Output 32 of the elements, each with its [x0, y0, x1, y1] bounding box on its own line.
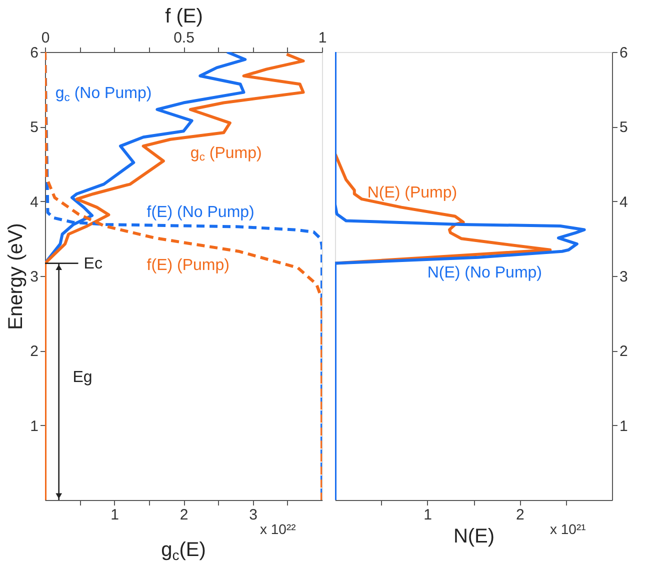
- y-tick-label: 2: [30, 343, 38, 360]
- x-tick-label: 2: [180, 506, 188, 524]
- annotation: Eg: [72, 368, 92, 386]
- x2-axis-title: f (E): [165, 6, 203, 28]
- y-tick-label: 3: [620, 268, 628, 286]
- line-series: [335, 52, 586, 500]
- x-axis-title: N(E): [453, 526, 495, 548]
- y-tick-label: 4: [30, 194, 38, 211]
- y-tick-label: 2: [620, 343, 628, 360]
- series-label: N(E) (No Pump): [427, 264, 542, 282]
- y-tick-label: 5: [620, 119, 628, 136]
- text: x 10²¹: [550, 521, 586, 537]
- series-label: N(E) (Pump): [367, 184, 458, 202]
- x-tick-label: 1: [424, 506, 432, 524]
- y-tick-label: 1: [30, 418, 38, 435]
- ref-line-label: Ec: [84, 255, 102, 272]
- text: x 10²²: [260, 521, 296, 537]
- y-tick-label: 6: [620, 44, 628, 62]
- x2-tick-label: 0.5: [174, 30, 194, 46]
- x2-tick-label: 1: [318, 30, 327, 46]
- y-axis-title: Energy (eV): [5, 223, 28, 330]
- y-tick-label: 5: [30, 119, 38, 136]
- y-tick-label: 3: [30, 268, 38, 286]
- x-tick-label: 1: [110, 506, 119, 524]
- y-tick-label: 6: [30, 44, 38, 62]
- x2-tick-label: 0: [41, 30, 50, 46]
- y-tick-label: 1: [620, 418, 628, 435]
- series-label: f(E) (No Pump): [146, 204, 254, 221]
- y-tick-label: 4: [620, 194, 628, 211]
- x-tick-label: 2: [516, 506, 524, 524]
- series-label: f(E) (Pump): [146, 256, 230, 274]
- x-tick-label: 3: [249, 506, 258, 524]
